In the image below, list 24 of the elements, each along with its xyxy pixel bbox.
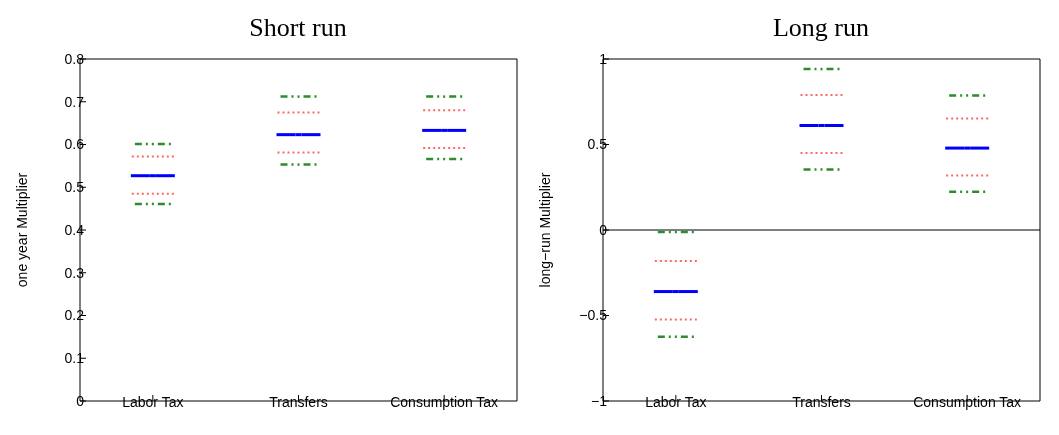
y-tick-label: 1 xyxy=(599,50,608,67)
chart-title: Short run xyxy=(248,12,348,44)
chart-title: Long run xyxy=(771,12,870,44)
y-tick-label: −1 xyxy=(591,392,608,409)
x-tick-label: Transfers xyxy=(792,393,851,410)
y-tick-label: 0 xyxy=(76,392,85,409)
x-tick-label: Labor Tax xyxy=(645,393,707,410)
y-tick-label: 0.3 xyxy=(64,264,85,281)
x-tick-label: Consumption Tax xyxy=(390,393,499,410)
y-tick-label: 0.1 xyxy=(64,350,85,367)
y-tick-label: 0.7 xyxy=(64,93,85,110)
y-tick-label: 0.4 xyxy=(64,221,85,238)
y-tick-label: 0.6 xyxy=(64,136,85,153)
y-tick-label: 0.5 xyxy=(587,136,608,153)
x-tick-label: Transfers xyxy=(269,393,328,410)
y-axis-title: long−run Multiplier xyxy=(536,172,553,288)
y-tick-label: 0.2 xyxy=(64,307,85,324)
x-tick-label: Labor Tax xyxy=(122,393,184,410)
y-tick-label: 0 xyxy=(599,221,608,238)
y-tick-label: −0.5 xyxy=(579,307,608,324)
y-axis-title: one year Multiplier xyxy=(13,172,30,288)
x-tick-label: Consumption Tax xyxy=(913,393,1022,410)
y-tick-label: 0.8 xyxy=(64,50,85,67)
y-tick-label: 0.5 xyxy=(64,179,85,196)
